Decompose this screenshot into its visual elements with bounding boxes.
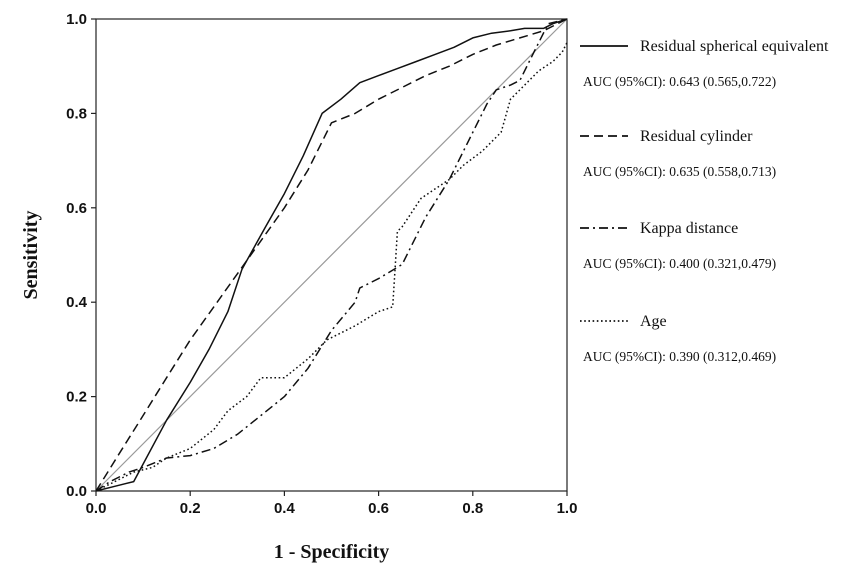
series-line-3 xyxy=(95,18,568,492)
legend-auc-label: AUC (95%CI): 0.643 (0.565,0.722) xyxy=(583,74,776,89)
y-tick-label: 1.0 xyxy=(66,11,87,28)
x-tick-label: 0.6 xyxy=(368,500,389,517)
axes: 0.0 0.2 0.4 0.6 0.8 1.0 0.0 0.2 0.4 0.6 0.8 1.0 xyxy=(66,11,577,517)
reference-diagonal-line xyxy=(95,18,568,492)
y-tick-label: 0.8 xyxy=(66,105,87,122)
x-tick-label: 0.0 xyxy=(86,500,107,517)
x-tick-label: 0.4 xyxy=(274,500,296,517)
x-tick-label: 1.0 xyxy=(557,500,578,517)
x-tick-label: 0.8 xyxy=(462,500,483,517)
plot-frame xyxy=(95,18,568,492)
y-tick-label: 0.2 xyxy=(66,389,87,406)
series-line-1 xyxy=(95,18,568,492)
x-axis-title: 1 - Specificity xyxy=(274,541,390,563)
legend: Residual spherical equivalent AUC (95%CI)… xyxy=(580,38,829,364)
plot-area xyxy=(95,18,568,492)
x-tick-label: 0.2 xyxy=(180,500,201,517)
legend-auc-label: AUC (95%CI): 0.635 (0.558,0.713) xyxy=(583,164,776,179)
y-tick-label: 0.6 xyxy=(66,200,87,217)
legend-series-name: Age xyxy=(640,313,667,330)
y-tick-label: 0.0 xyxy=(66,483,87,500)
legend-series-name: Residual cylinder xyxy=(640,128,753,145)
series-line-2 xyxy=(95,18,568,492)
legend-auc-label: AUC (95%CI): 0.400 (0.321,0.479) xyxy=(583,256,776,271)
y-axis-title: Sensitivity xyxy=(20,211,42,300)
series-line-4 xyxy=(95,42,568,492)
legend-series-name: Residual spherical equivalent xyxy=(640,38,829,55)
legend-auc-label: AUC (95%CI): 0.390 (0.312,0.469) xyxy=(583,349,776,364)
legend-series-name: Kappa distance xyxy=(640,220,738,237)
y-tick-label: 0.4 xyxy=(66,294,88,311)
